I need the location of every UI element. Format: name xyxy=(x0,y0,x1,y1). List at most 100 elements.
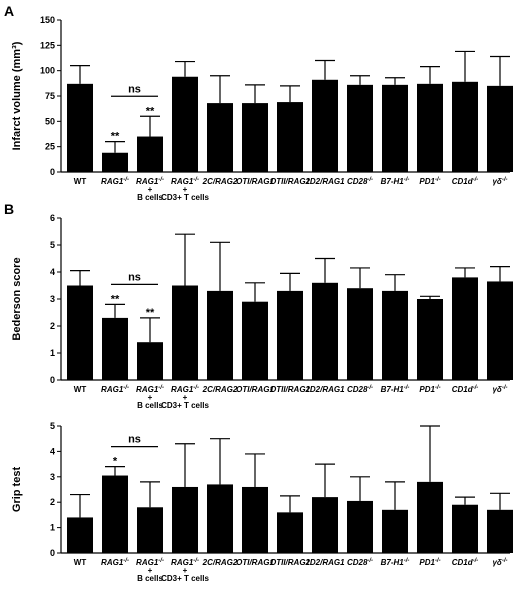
x-tick-label: γδ-/- xyxy=(492,385,507,394)
y-tick-label: 4 xyxy=(50,446,55,456)
x-tick-label: CD1d-/- xyxy=(452,177,479,186)
significance-label: * xyxy=(113,456,118,468)
x-tick-label: + xyxy=(148,185,153,194)
y-tick-label: 2 xyxy=(50,321,55,331)
bar xyxy=(382,290,408,380)
x-tick-label: γδ-/- xyxy=(492,177,507,186)
x-tick-label: RAG1-/- xyxy=(171,558,199,567)
x-tick-label: CD28-/- xyxy=(347,558,373,567)
bar xyxy=(137,136,163,172)
x-tick-label: γδ-/- xyxy=(492,558,507,567)
y-tick-label: 0 xyxy=(50,548,55,558)
y-tick-label: 125 xyxy=(40,40,55,50)
y-tick-label: 4 xyxy=(50,267,55,277)
y-tick-label: 2 xyxy=(50,497,55,507)
bar xyxy=(102,152,128,172)
significance-label: ** xyxy=(111,293,120,305)
y-tick-label: 6 xyxy=(50,213,55,223)
x-tick-label: WT xyxy=(74,177,87,186)
panel-letter: A xyxy=(4,3,14,19)
bar xyxy=(207,290,233,380)
chart-panel-2: B 0 1 2 3 4 5 6 Bederson score WT ** RAG1-/- ** RAG1-… xyxy=(4,201,513,410)
x-tick-label: RAG1-/- xyxy=(171,385,199,394)
bar xyxy=(102,475,128,553)
significance-label: ** xyxy=(146,105,155,117)
x-tick-label: OTII/RAG1 xyxy=(270,177,311,186)
x-tick-label: 2D2/RAG1 xyxy=(304,558,345,567)
x-tick-label: CD1d-/- xyxy=(452,558,479,567)
x-tick-label: CD28-/- xyxy=(347,177,373,186)
x-tick-label: 2D2/RAG1 xyxy=(304,385,345,394)
x-tick-label: + xyxy=(183,566,188,575)
bar xyxy=(137,507,163,553)
x-tick-label: OTII/RAG1 xyxy=(270,558,311,567)
bar xyxy=(242,486,268,553)
bar xyxy=(312,79,338,172)
bar xyxy=(172,486,198,553)
x-tick-label: OTI/RAG1 xyxy=(236,177,274,186)
x-tick-label: WT xyxy=(74,385,87,394)
comparison-label: ns xyxy=(128,83,141,95)
bar xyxy=(172,76,198,172)
x-tick-label: CD3+ T cells xyxy=(161,574,209,583)
y-tick-label: 75 xyxy=(45,91,55,101)
y-tick-label: 25 xyxy=(45,142,55,152)
x-tick-label: B cells xyxy=(137,401,163,410)
y-tick-label: 0 xyxy=(50,375,55,385)
x-tick-label: + xyxy=(183,393,188,402)
x-tick-label: RAG1-/- xyxy=(136,177,164,186)
bar xyxy=(452,277,478,380)
x-tick-label: + xyxy=(183,185,188,194)
bar xyxy=(417,83,443,172)
bar xyxy=(67,285,93,380)
bar xyxy=(312,497,338,553)
x-tick-label: CD28-/- xyxy=(347,385,373,394)
bar xyxy=(137,342,163,380)
x-tick-label: CD3+ T cells xyxy=(161,193,209,202)
bar xyxy=(417,481,443,553)
y-tick-label: 3 xyxy=(50,294,55,304)
y-tick-label: 1 xyxy=(50,523,55,533)
x-tick-label: RAG1-/- xyxy=(101,177,129,186)
bar xyxy=(242,301,268,380)
x-tick-label: RAG1-/- xyxy=(101,385,129,394)
panel-letter: B xyxy=(4,201,14,217)
significance-label: ** xyxy=(146,307,155,319)
x-tick-label: CD3+ T cells xyxy=(161,401,209,410)
x-tick-label: OTI/RAG1 xyxy=(236,558,274,567)
y-tick-label: 1 xyxy=(50,348,55,358)
bar xyxy=(207,484,233,553)
x-tick-label: CD1d-/- xyxy=(452,385,479,394)
y-tick-label: 5 xyxy=(50,240,55,250)
bar xyxy=(452,81,478,172)
x-tick-label: B7-H1-/- xyxy=(381,177,410,186)
bar xyxy=(242,103,268,172)
x-tick-label: RAG1-/- xyxy=(136,385,164,394)
x-tick-label: PD1-/- xyxy=(419,558,440,567)
bar xyxy=(382,84,408,172)
bar xyxy=(277,290,303,380)
y-tick-label: 50 xyxy=(45,116,55,126)
y-axis-label: Grip test xyxy=(11,467,23,513)
bar xyxy=(487,85,513,172)
bar xyxy=(102,317,128,380)
bar xyxy=(487,509,513,553)
bar xyxy=(347,500,373,553)
y-axis-label: Bederson score xyxy=(11,257,23,340)
bar xyxy=(452,504,478,553)
x-tick-label: OTI/RAG1 xyxy=(236,385,274,394)
significance-label: ** xyxy=(111,131,120,143)
x-tick-label: 2D2/RAG1 xyxy=(304,177,345,186)
y-axis-label: Infarct volume (mm³) xyxy=(11,41,23,150)
x-tick-label: + xyxy=(148,566,153,575)
x-tick-label: OTII/RAG1 xyxy=(270,385,311,394)
bar xyxy=(67,517,93,553)
comparison-label: ns xyxy=(128,434,141,446)
x-tick-label: PD1-/- xyxy=(419,177,440,186)
chart-panel-1: A 0 25 50 75 100 125 150 Infarct volume (mm³) WT *… xyxy=(4,3,513,202)
x-tick-label: 2C/RAG2 xyxy=(202,385,238,394)
bar xyxy=(382,509,408,553)
x-tick-label: B cells xyxy=(137,193,163,202)
